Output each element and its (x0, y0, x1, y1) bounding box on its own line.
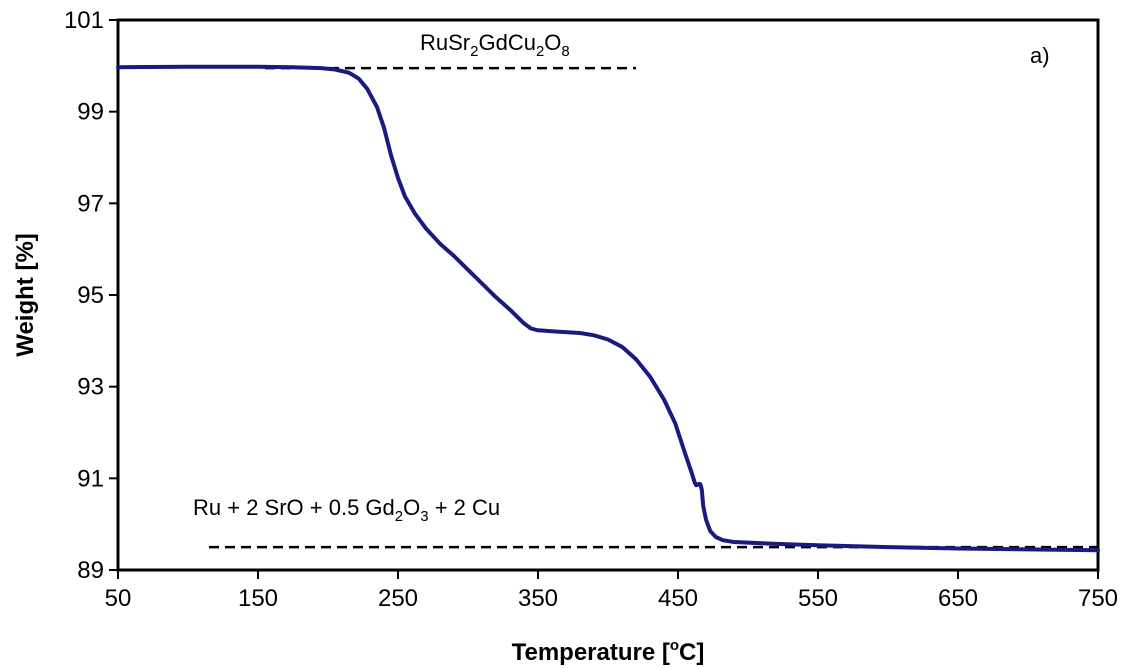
y-tick-label: 95 (77, 282, 104, 309)
y-tick-label: 91 (77, 465, 104, 492)
x-tick-label: 650 (938, 585, 978, 612)
annotation-products-sub2: 3 (420, 508, 428, 525)
x-tick-label: 350 (518, 585, 558, 612)
annotation-reactant: RuSr2GdCu2O8 (420, 30, 570, 60)
x-tick-label: 250 (378, 585, 418, 612)
annotation-products-base: Ru + 2 SrO + 0.5 Gd (193, 495, 395, 520)
x-tick-label: 750 (1078, 585, 1118, 612)
annotation-reactant-sub2: 2 (536, 43, 544, 60)
annotation-reactant-mid: GdCu (478, 30, 535, 55)
x-tick-label: 50 (105, 585, 132, 612)
x-axis-title-end: C] (679, 639, 704, 666)
y-tick-label: 101 (64, 7, 104, 34)
annotation-reactant-mid2: O (544, 30, 561, 55)
annotation-products-end: + 2 Cu (429, 495, 501, 520)
panel-label: a) (1030, 43, 1050, 68)
annotation-reactant-sub1: 2 (470, 43, 478, 60)
series-line-weight (116, 64, 1100, 553)
annotation-reactant-base: RuSr (420, 30, 470, 55)
x-axis-title-text: Temperature [ (512, 639, 670, 666)
annotation-products: Ru + 2 SrO + 0.5 Gd2O3 + 2 Cu (193, 495, 500, 525)
plot-area (116, 18, 1100, 572)
annotation-reactant-sub3: 8 (561, 43, 569, 60)
y-tick-label: 89 (77, 557, 104, 584)
annotation-products-mid: O (403, 495, 420, 520)
x-tick-label: 150 (238, 585, 278, 612)
y-tick-label: 93 (77, 374, 104, 401)
x-tick-label: 550 (798, 585, 838, 612)
x-axis-title-sup: o (670, 637, 679, 654)
y-tick-label: 97 (77, 190, 104, 217)
x-axis-title: Temperature [oC] (512, 637, 705, 666)
y-axis-title: Weight [%] (12, 233, 39, 357)
y-axis: 89 91 93 95 97 99 101 (64, 7, 118, 584)
annotation-products-sub1: 2 (395, 508, 403, 525)
x-tick-label: 450 (658, 585, 698, 612)
y-tick-label: 99 (77, 99, 104, 126)
x-axis: 50 150 250 350 450 550 650 750 (105, 570, 1118, 612)
